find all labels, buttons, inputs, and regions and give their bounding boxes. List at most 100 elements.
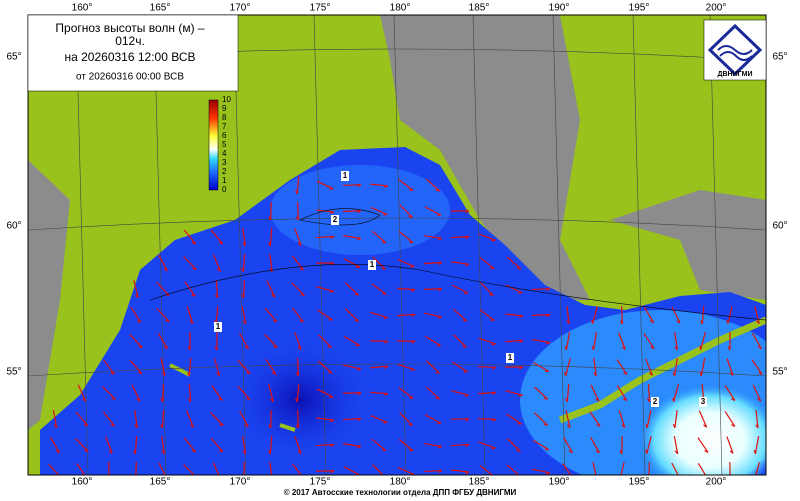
lon-label: 165° (150, 3, 171, 14)
arrow (673, 436, 679, 455)
arrow (505, 390, 523, 397)
arrow (618, 410, 626, 429)
arrow (237, 360, 251, 375)
arrow (726, 436, 734, 454)
arrow (316, 388, 334, 398)
arrow (105, 436, 113, 454)
arrow (212, 254, 222, 272)
arrow (316, 180, 334, 190)
arrow (477, 418, 497, 422)
arrow (453, 334, 467, 348)
arrow (565, 383, 570, 403)
arrow (239, 410, 249, 428)
arrow (212, 462, 220, 475)
arrow (133, 435, 138, 455)
arrow (294, 332, 302, 350)
arrow (344, 282, 360, 296)
arrow (183, 229, 197, 245)
wave-zone (640, 385, 766, 475)
arrow (504, 339, 524, 343)
arrow (158, 254, 168, 272)
arrow (295, 383, 300, 403)
lon-label: 175° (310, 477, 331, 488)
contour-label-box (506, 353, 514, 363)
colorbar-label: 10 (222, 95, 231, 104)
arrow (343, 258, 361, 268)
arrow (369, 340, 389, 344)
lon-label: 160° (72, 3, 93, 14)
arrow (396, 287, 416, 292)
arrow (292, 463, 302, 475)
arrow (369, 365, 389, 369)
lon-label: 170° (230, 3, 251, 14)
lon-label: 180° (390, 3, 411, 14)
arrow (48, 464, 60, 475)
arrow (699, 332, 706, 350)
title: 012ч. (115, 34, 145, 48)
arrow (726, 306, 733, 324)
arrow (424, 335, 442, 347)
arrow (135, 461, 137, 475)
arrow (160, 358, 166, 377)
arrow (399, 412, 413, 426)
colorbar-label: 8 (222, 113, 227, 122)
arrow (450, 261, 470, 267)
lon-label: 180° (390, 477, 411, 488)
arrow (479, 309, 495, 322)
arrow (646, 383, 651, 403)
arrow (398, 230, 414, 244)
arrow (343, 466, 361, 475)
arrow (291, 255, 305, 271)
arrow (268, 201, 272, 221)
arrow (751, 359, 763, 375)
arrow (424, 312, 442, 319)
arrow (102, 386, 116, 400)
arrow (264, 307, 278, 323)
arrow (751, 332, 763, 350)
arrow (268, 384, 274, 403)
arrow (343, 335, 361, 347)
arrow (242, 228, 246, 247)
arrow (479, 256, 495, 270)
lat-label: 60° (772, 221, 787, 232)
arrow (396, 340, 416, 344)
arrow (210, 229, 224, 245)
lon-label: 185° (469, 3, 490, 14)
arrow (266, 280, 276, 298)
arrow (671, 462, 679, 475)
arrow (399, 204, 413, 218)
arrow (645, 358, 653, 376)
arrow (672, 409, 678, 429)
meridian (313, 15, 327, 475)
arrow (315, 417, 335, 423)
arrow (241, 279, 245, 299)
valid-time: на 20260316 12:00 ВСВ (65, 50, 196, 64)
arrow (729, 461, 731, 475)
arrow (755, 409, 759, 429)
outside-sea (380, 15, 590, 300)
arrow (345, 308, 359, 322)
arrow (451, 284, 469, 294)
arrow (315, 235, 335, 239)
lon-label: 190° (549, 477, 570, 488)
arrow (160, 409, 165, 429)
arrow (241, 436, 247, 455)
arrow (648, 461, 651, 475)
arrow (210, 412, 224, 426)
arrow (316, 286, 334, 293)
arrow (315, 443, 335, 448)
contour-label: 1 (370, 260, 375, 269)
arrow (532, 439, 550, 451)
arrow (264, 334, 278, 349)
arrow (370, 206, 388, 216)
contour-label: 3 (701, 397, 706, 406)
arrow (727, 331, 731, 351)
arrow (187, 331, 191, 351)
arrow (450, 235, 470, 240)
arrow (424, 235, 443, 241)
lon-label: 185° (469, 477, 490, 488)
arrow (478, 233, 496, 242)
outside-sea (610, 190, 766, 300)
arrow (589, 411, 601, 427)
arrow (342, 417, 362, 422)
